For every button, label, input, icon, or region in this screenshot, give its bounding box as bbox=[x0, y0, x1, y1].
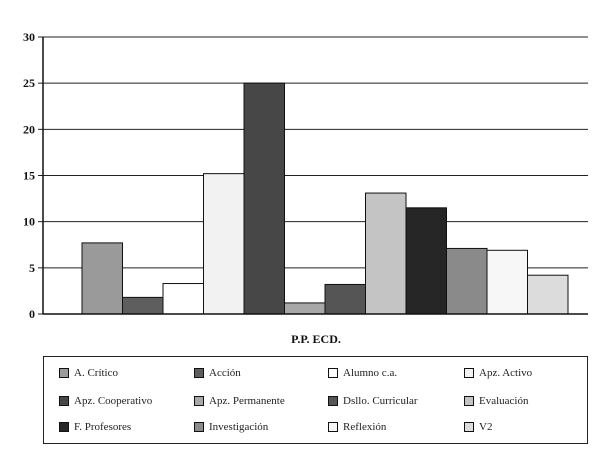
legend-swatch bbox=[59, 368, 69, 378]
y-tick-label: 0 bbox=[29, 307, 35, 321]
bar-apz-activo bbox=[203, 173, 245, 315]
bars bbox=[81, 82, 569, 315]
bar-accion bbox=[122, 296, 164, 315]
bar-dsllo-curricular bbox=[324, 283, 366, 315]
legend-swatch bbox=[464, 368, 474, 378]
legend-label: Investigación bbox=[209, 421, 269, 433]
legend-label: F. Profesores bbox=[74, 421, 132, 433]
legend-label: Alumno c.a. bbox=[343, 367, 398, 379]
legend-label: V2 bbox=[479, 421, 493, 433]
bar-v2 bbox=[527, 274, 569, 315]
y-tick-label: 25 bbox=[23, 76, 35, 90]
legend-swatch bbox=[59, 396, 69, 406]
legend-item: Investigación bbox=[194, 419, 268, 435]
legend-item: Apz. Permanente bbox=[194, 393, 285, 409]
legend-label: Apz. Activo bbox=[479, 367, 533, 379]
legend-label: Dsllo. Curricular bbox=[343, 395, 418, 407]
bar-investigacion bbox=[446, 247, 488, 315]
y-tick-label: 30 bbox=[23, 30, 35, 44]
bar-apz-cooperativo bbox=[243, 82, 285, 315]
legend-swatch bbox=[194, 422, 204, 432]
y-tick-label: 5 bbox=[29, 261, 35, 275]
gridlines bbox=[43, 36, 588, 269]
legend-swatch bbox=[59, 422, 69, 432]
y-tick-label: 10 bbox=[23, 215, 35, 229]
legend-swatch bbox=[328, 422, 338, 432]
legend-item: Apz. Cooperativo bbox=[59, 393, 152, 409]
bar-evaluacion bbox=[365, 192, 407, 315]
y-tick-label: 20 bbox=[23, 122, 35, 136]
legend-item: Acción bbox=[194, 365, 241, 381]
bar-f-profesores bbox=[405, 207, 447, 315]
legend-swatch bbox=[464, 422, 474, 432]
legend-swatch bbox=[464, 396, 474, 406]
legend-swatch bbox=[328, 368, 338, 378]
legend-item: Reflexión bbox=[328, 419, 386, 435]
legend-item: Dsllo. Curricular bbox=[328, 393, 418, 409]
legend-label: A. Crítico bbox=[74, 367, 118, 379]
x-axis-title: P.P. ECD. bbox=[291, 332, 341, 346]
legend-swatch bbox=[328, 396, 338, 406]
bar-reflexion bbox=[486, 249, 528, 315]
legend-item: V2 bbox=[464, 419, 492, 435]
legend-item: Evaluación bbox=[464, 393, 528, 409]
legend-item: Apz. Activo bbox=[464, 365, 532, 381]
axes: 0 5 10 15 20 25 30 bbox=[23, 30, 588, 321]
legend-item: F. Profesores bbox=[59, 419, 131, 435]
y-tick-label: 15 bbox=[23, 169, 35, 183]
legend-label: Apz. Permanente bbox=[209, 395, 285, 407]
legend: A. Crítico Acción Alumno c.a. Apz. Activo Ap… bbox=[43, 356, 588, 444]
bar-apz-permanente bbox=[284, 302, 326, 315]
legend-label: Reflexión bbox=[343, 421, 387, 433]
legend-label: Apz. Cooperativo bbox=[74, 395, 153, 407]
bar-alumno-c-a bbox=[162, 283, 204, 315]
legend-swatch bbox=[194, 396, 204, 406]
legend-item: Alumno c.a. bbox=[328, 365, 397, 381]
legend-label: Evaluación bbox=[479, 395, 529, 407]
legend-label: Acción bbox=[209, 367, 241, 379]
legend-item: A. Crítico bbox=[59, 365, 118, 381]
legend-swatch bbox=[194, 368, 204, 378]
bar-a-critico bbox=[81, 242, 123, 315]
